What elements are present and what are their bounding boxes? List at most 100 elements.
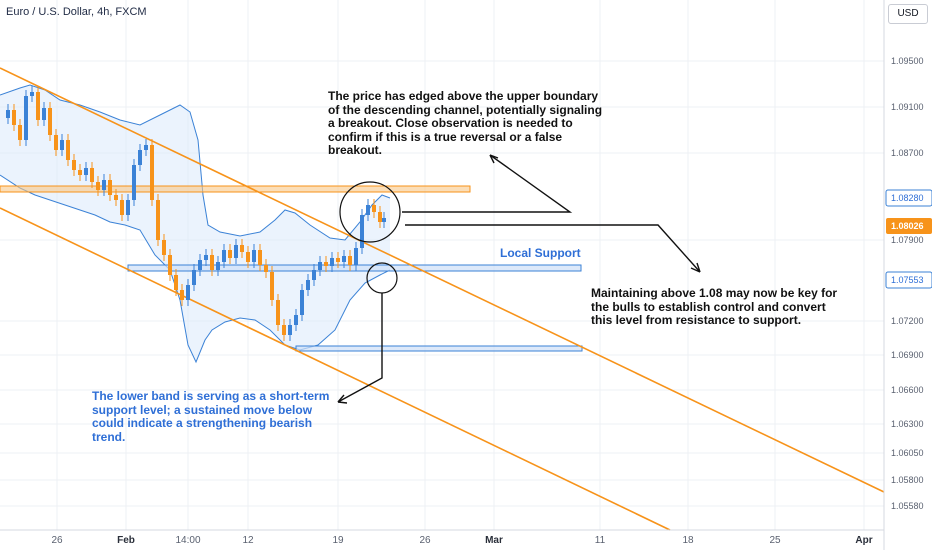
candle-body (306, 280, 310, 290)
candle-body (252, 250, 256, 262)
candle-body (282, 325, 286, 335)
candle-body (276, 300, 280, 325)
x-tick-label: Mar (485, 535, 503, 546)
breakout-circle (339, 181, 401, 243)
candle-body (312, 270, 316, 280)
candle-body (90, 168, 94, 182)
candle-body (382, 218, 386, 222)
x-tick-label: 14:00 (175, 535, 200, 546)
y-tick-label: 1.07200 (891, 316, 924, 326)
candle-body (264, 265, 268, 272)
y-tick-label: 1.09500 (891, 56, 924, 66)
candle-body (6, 110, 10, 118)
arrowhead (489, 154, 499, 164)
candle-body (192, 270, 196, 285)
bollinger-upper-band (0, 84, 391, 241)
arrowhead (690, 262, 701, 273)
candle-body (72, 160, 76, 170)
y-tick-label: 1.09100 (891, 102, 924, 112)
price-label-current (886, 218, 932, 234)
channel-lower-line (0, 207, 671, 531)
candle-body (162, 240, 166, 255)
candle-body (24, 96, 28, 140)
arrow-to-resistance-note (405, 224, 701, 273)
annotation-breakout: The price has edged above the upper boun… (328, 89, 603, 157)
candle-body (144, 145, 148, 150)
candle-body (150, 145, 154, 200)
candle-body (42, 108, 46, 120)
candle-body (18, 125, 22, 140)
candle-body (222, 250, 226, 262)
candle-body (318, 262, 322, 270)
candle-body (48, 108, 52, 135)
price-label-box (885, 271, 932, 289)
arrow-to-breakout-note (402, 154, 573, 213)
candle-body (120, 200, 124, 215)
candle-body (60, 140, 64, 150)
candle-body (234, 245, 238, 258)
candle-body (342, 256, 346, 262)
x-tick-label: 26 (419, 535, 431, 546)
bollinger-fill (0, 85, 390, 362)
x-tick-label: 12 (242, 535, 254, 546)
price-label-text: 1.08026 (891, 221, 924, 231)
candle-body (114, 195, 118, 200)
candle-body (300, 290, 304, 315)
candle-body (54, 135, 58, 150)
candle-body (330, 258, 334, 266)
local-support-label: Local Support (500, 246, 581, 260)
y-tick-label: 1.06050 (891, 448, 924, 458)
candle-body (204, 255, 208, 260)
candle-body (102, 180, 106, 190)
x-tick-label: Apr (855, 535, 872, 546)
price-label-text: 1.08280 (891, 193, 924, 203)
candle-body (126, 200, 130, 215)
candle-body (246, 252, 250, 262)
channel-upper-line (0, 67, 885, 493)
candle-body (78, 170, 82, 175)
y-tick-label: 1.08700 (891, 148, 924, 158)
candle-body (294, 315, 298, 325)
candle-body (96, 182, 100, 190)
candle-body (84, 168, 88, 175)
candle-body (270, 272, 274, 300)
y-tick-label: 1.06600 (891, 385, 924, 395)
y-tick-label: 1.07900 (891, 235, 924, 245)
x-tick-label: 19 (332, 535, 344, 546)
candle-body (228, 250, 232, 258)
x-tick-label: 11 (595, 535, 606, 546)
resistance-zone (0, 185, 471, 193)
candle-body (36, 92, 40, 120)
candle-body (156, 200, 160, 240)
candle-body (336, 258, 340, 262)
candle-body (186, 285, 190, 300)
candle-body (66, 140, 70, 160)
candle-body (324, 262, 328, 266)
candle-body (288, 325, 292, 335)
y-tick-label: 1.06300 (891, 419, 924, 429)
candle-body (372, 205, 376, 212)
arrow-to-lower-band-note (337, 293, 383, 403)
candle-body (168, 255, 172, 275)
candle-body (366, 205, 370, 215)
price-label-box (885, 189, 932, 207)
candle-body (216, 262, 220, 270)
lower-support-zone (295, 345, 583, 352)
bollinger-lower-band (0, 174, 391, 364)
y-tick-label: 1.05800 (891, 475, 924, 485)
annotation-resistance-to-support: Maintaining above 1.08 may now be key fo… (591, 286, 838, 327)
candle-body (354, 248, 358, 265)
y-tick-label: 1.05580 (891, 501, 924, 511)
x-tick-label: 26 (51, 535, 63, 546)
x-tick-label: 25 (769, 535, 781, 546)
candle-body (138, 150, 142, 165)
candle-body (30, 92, 34, 96)
candle-body (378, 212, 382, 222)
x-tick-label: Feb (117, 535, 135, 546)
candle-body (12, 110, 16, 125)
x-tick-label: 18 (682, 535, 694, 546)
currency-selector[interactable]: USD (888, 4, 928, 24)
candle-body (198, 260, 202, 270)
